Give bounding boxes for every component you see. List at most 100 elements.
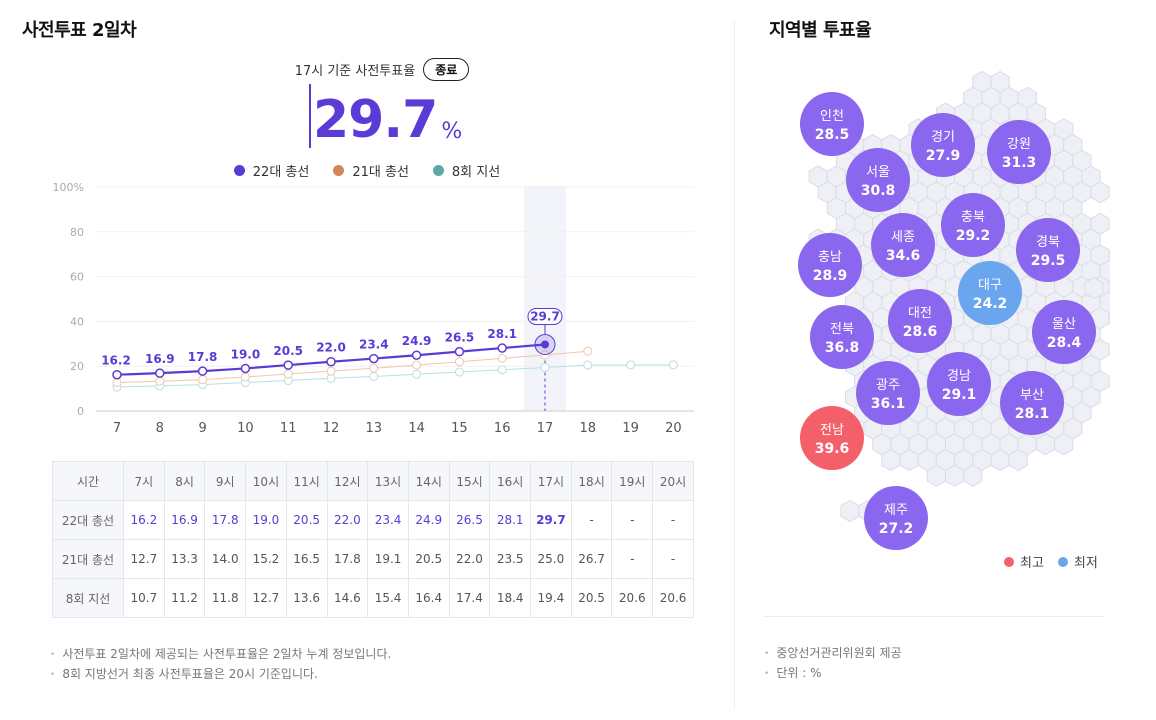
- table-cell: -: [570, 500, 613, 540]
- data-point: [540, 363, 550, 373]
- table-header-row: 시간 7시 8시 9시 10시 11시 12시 13시 14시 15시 16시 …: [52, 461, 694, 501]
- table-cell: -: [652, 500, 694, 540]
- region-name: 강원: [1007, 137, 1031, 152]
- footnote: 단위 : %: [764, 664, 902, 684]
- region-circle: [987, 120, 1051, 184]
- table-cell: 16.2: [123, 500, 165, 540]
- x-tick-label: 10: [237, 421, 254, 436]
- table-cell: 15.2: [245, 539, 287, 579]
- data-label: 28.1: [487, 327, 517, 341]
- region-circle: [864, 486, 928, 550]
- region-circle: [888, 289, 952, 353]
- table-cell: 26.7: [570, 539, 613, 579]
- x-tick-label: 20: [665, 421, 682, 436]
- region-value: 28.4: [1047, 335, 1082, 351]
- region-circle: [800, 406, 864, 470]
- region-bubble-5: 충남 28.9: [798, 233, 862, 297]
- table-cell: 14.6: [326, 578, 369, 618]
- data-label: 16.9: [145, 352, 175, 366]
- region-value: 28.9: [813, 268, 848, 284]
- x-tick-label: 7: [113, 421, 121, 436]
- table-row: 21대 총선 12.7 13.3 14.0 15.2 16.5 17.8 19.…: [52, 539, 694, 579]
- region-name: 인천: [820, 109, 844, 124]
- table-cell: 26.5: [448, 500, 491, 540]
- hex-cell: [881, 448, 901, 472]
- data-point: [411, 350, 422, 360]
- table-row-label: 21대 총선: [52, 539, 124, 579]
- legend-label-8: 8회 지선: [451, 165, 501, 180]
- region-name: 광주: [876, 378, 900, 393]
- region-bubble-10: 전북 36.8: [810, 305, 874, 369]
- y-tick-label: 80: [70, 226, 84, 239]
- region-value: 39.6: [815, 441, 850, 457]
- table-header-hour: 12시: [326, 461, 369, 501]
- table-cell: 12.7: [245, 578, 287, 618]
- hex-cell: [1108, 311, 1110, 325]
- data-point: [155, 376, 165, 386]
- region-value: 29.2: [956, 228, 991, 244]
- region-bubble-11: 울산 28.4: [1032, 300, 1096, 364]
- region-circle: [871, 213, 935, 277]
- region-bubble-16: 제주 27.2: [864, 486, 928, 550]
- table-row: 8회 지선 10.7 11.2 11.8 12.7 13.6 14.6 15.4…: [52, 578, 694, 618]
- table-cell: 10.7: [123, 578, 165, 618]
- legend-dot-21: [333, 165, 345, 176]
- table-cell: 18.4: [489, 578, 532, 618]
- region-value: 24.2: [973, 296, 1008, 312]
- footnote: 사전투표 2일차에 제공되는 사전투표율은 2일차 누계 정보입니다.: [50, 645, 391, 665]
- region-bubble-8: 대구 24.2: [958, 261, 1022, 325]
- table-header-hour: 13시: [367, 461, 409, 501]
- table-cell: 20.5: [407, 539, 450, 579]
- highlight-column: [524, 186, 566, 411]
- legend-item-22: 22대 총선: [233, 161, 309, 180]
- footnote: 중앙선거관리위원회 제공: [764, 644, 901, 664]
- x-tick-label: 12: [323, 421, 340, 436]
- table-cell: 23.4: [367, 500, 409, 540]
- hex-cell: [1054, 433, 1074, 456]
- y-tick-label: 100%: [53, 181, 84, 194]
- data-point: [197, 366, 208, 376]
- current-turnout-unit: %: [441, 119, 463, 144]
- table-cell: 16.9: [163, 500, 206, 540]
- table-header-hour: 18시: [570, 461, 613, 501]
- data-label: 16.2: [101, 354, 131, 368]
- status-badge: 종료: [423, 58, 470, 81]
- hex-cell: [1008, 448, 1028, 472]
- region-circle: [1032, 300, 1096, 364]
- data-point: [198, 375, 208, 385]
- region-name: 대구: [978, 278, 1002, 293]
- region-value: 29.1: [942, 387, 977, 403]
- region-bubble-4: 충북 29.2: [941, 193, 1005, 257]
- region-name: 충남: [818, 250, 842, 265]
- table-cell: 25.0: [530, 539, 572, 579]
- table-cell-current: 29.7: [530, 500, 572, 540]
- data-label: 22.0: [316, 341, 346, 355]
- x-tick-label: 15: [451, 421, 468, 436]
- data-point: [454, 367, 464, 377]
- table-cell: 17.8: [204, 500, 247, 540]
- region-value: 34.6: [886, 248, 921, 264]
- region-circle: [798, 233, 862, 297]
- table-header-hour: 9시: [204, 461, 247, 501]
- table-header-hour: 19시: [611, 461, 654, 501]
- legend-label-21: 21대 총선: [352, 165, 409, 180]
- table-header-hour: 20시: [652, 461, 694, 501]
- highlight-label-pill: [527, 307, 563, 325]
- x-tick-label: 19: [622, 421, 639, 436]
- panel-title-regional-turnout: 지역별 투표율: [769, 20, 872, 41]
- data-point: [155, 368, 165, 378]
- data-point: [454, 357, 464, 367]
- x-tick-label: 8: [156, 421, 164, 436]
- legend-item-8: 8회 지선: [432, 161, 501, 180]
- region-name: 울산: [1052, 317, 1076, 332]
- high-dot-icon: [1004, 556, 1014, 567]
- map-legend: 최고 최저: [1004, 552, 1098, 571]
- data-point: [497, 343, 507, 353]
- region-bubble-14: 부산 28.1: [1000, 371, 1064, 435]
- region-circle: [1016, 218, 1080, 282]
- table-header-hour: 17시: [530, 461, 572, 501]
- x-tick-label: 14: [408, 421, 425, 436]
- table-cell: -: [611, 539, 654, 579]
- y-tick-label: 60: [70, 271, 84, 284]
- x-tick-label: 11: [280, 421, 297, 436]
